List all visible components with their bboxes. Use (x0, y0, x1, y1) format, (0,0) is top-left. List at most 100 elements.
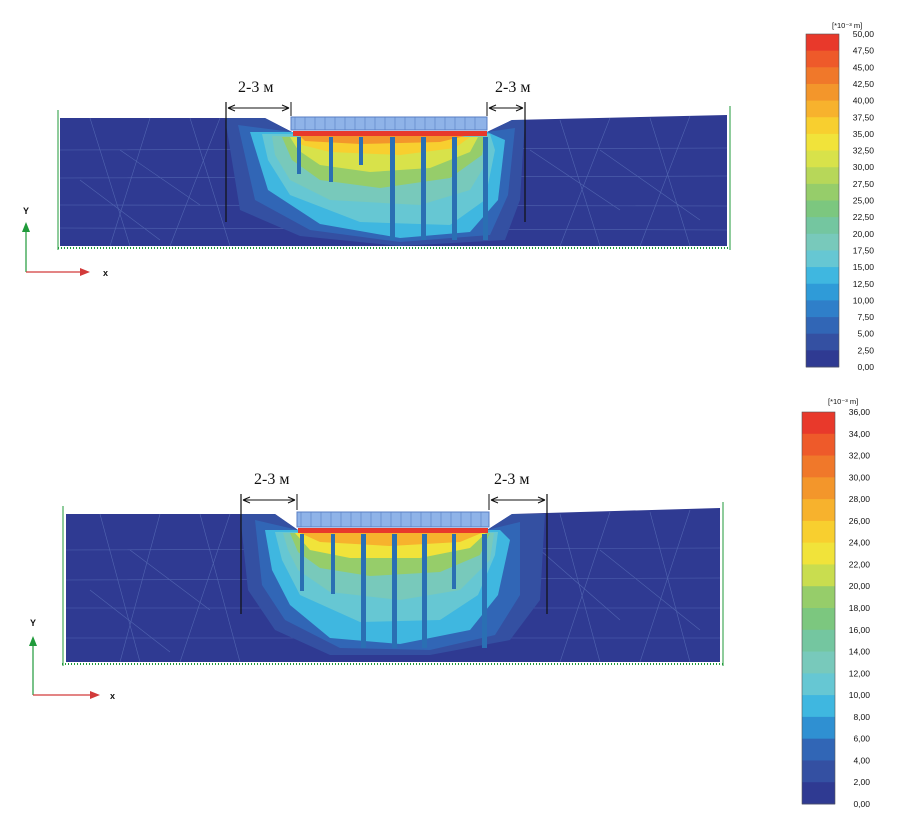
legend-tick-label: 2,00 (853, 777, 870, 787)
legend-tick-label: 32,50 (853, 146, 875, 156)
dimension-lines (225, 102, 526, 222)
legend-swatch (802, 738, 835, 761)
legend-tick-label: 50,00 (853, 29, 875, 39)
slab-hatch (300, 512, 482, 527)
legend-swatch (806, 67, 839, 85)
dimension-right-label: 2-3 м (495, 79, 530, 96)
axis-y-label: Y (23, 206, 29, 216)
legend-swatch (802, 695, 835, 718)
dimension-left-label: 2-3 м (238, 79, 273, 96)
legend-tick-label: 8,00 (853, 712, 870, 722)
legend-tick-label: 35,00 (853, 129, 875, 139)
dimension-left-label: 2-3 м (254, 471, 289, 488)
foundation-slab (290, 116, 488, 131)
legend-unit: [*10⁻³ m] (832, 21, 862, 30)
displacement-diagram-bottom: 2-3 м 2-3 м Y x [*10⁻³ m] 36,00 34,00 32,0… (29, 397, 871, 809)
legend-swatch (806, 333, 839, 351)
legend-unit: [*10⁻³ m] (828, 397, 858, 406)
legend-tick-label: 15,00 (853, 262, 875, 272)
color-legend-bottom: 36,00 34,00 32,00 30,00 28,00 26,00 24,00 22,00… (801, 407, 871, 809)
legend-swatch (806, 50, 839, 68)
legend-swatch (806, 350, 839, 368)
legend-tick-label: 45,00 (853, 62, 875, 72)
legend-tick-label: 7,50 (857, 312, 874, 322)
legend-swatch (806, 117, 839, 135)
legend-swatch (806, 267, 839, 285)
axis-x-label: x (110, 691, 115, 701)
legend-swatch (802, 520, 835, 544)
legend-swatch (806, 100, 839, 118)
legend-swatch (806, 317, 839, 335)
legend-swatch (802, 673, 835, 696)
axis-y-label: Y (30, 618, 36, 628)
legend-swatch (802, 629, 835, 652)
legend-swatch (806, 34, 839, 52)
legend-tick-label: 4,00 (853, 755, 870, 765)
legend-swatch (802, 782, 835, 805)
legend-tick-label: 0,00 (857, 362, 874, 372)
legend-swatch (806, 167, 839, 185)
legend-swatch (806, 217, 839, 235)
legend-swatch (806, 183, 839, 201)
legend-tick-label: 2,50 (857, 345, 874, 355)
legend-swatch (806, 200, 839, 218)
legend-tick-label: 14,00 (849, 647, 871, 657)
legend-tick-label: 22,50 (853, 212, 875, 222)
legend-swatch (806, 150, 839, 168)
legend-swatch (802, 412, 835, 435)
legend-tick-label: 20,00 (849, 581, 871, 591)
panel-top: 2-3 м 2-3 м Y x [*10⁻³ m] 50,00 47,50 45,0… (0, 0, 900, 390)
legend-tick-label: 32,00 (849, 451, 871, 461)
dimension-right-label: 2-3 м (494, 471, 529, 488)
legend-tick-label: 24,00 (849, 538, 871, 548)
legend-swatch (802, 564, 835, 587)
panel-bottom: 2-3 м 2-3 м Y x [*10⁻³ m] 36,00 34,00 32,0… (0, 390, 900, 817)
legend-tick-label: 47,50 (853, 46, 875, 56)
legend-swatch (802, 608, 835, 631)
legend-tick-label: 18,00 (849, 603, 871, 613)
axis-triad (22, 222, 90, 276)
legend-swatch (802, 455, 835, 478)
piles (300, 534, 487, 648)
legend-tick-label: 20,00 (853, 229, 875, 239)
legend-tick-label: 30,00 (853, 162, 875, 172)
legend-tick-label: 12,50 (853, 279, 875, 289)
legend-tick-label: 22,00 (849, 559, 871, 569)
legend-swatch (802, 651, 835, 674)
axis-triad (29, 636, 100, 699)
legend-border (805, 33, 840, 368)
legend-tick-label: 25,00 (853, 196, 875, 206)
legend-tick-label: 16,00 (849, 625, 871, 635)
foundation-slab (296, 511, 490, 528)
legend-tick-label: 12,00 (849, 668, 871, 678)
legend-border (801, 411, 836, 805)
axis-x-label: x (103, 268, 108, 278)
legend-swatch (806, 83, 839, 101)
legend-swatch (802, 477, 835, 500)
legend-swatch (806, 283, 839, 301)
legend-tick-label: 37,50 (853, 112, 875, 122)
legend-tick-label: 5,00 (857, 329, 874, 339)
legend-tick-label: 28,00 (849, 494, 871, 504)
displacement-diagram-top: 2-3 м 2-3 м Y x [*10⁻³ m] 50,00 47,50 45,0… (22, 21, 875, 372)
legend-tick-label: 30,00 (849, 472, 871, 482)
color-legend-top: 50,00 47,50 45,00 42,50 40,00 37,50 35,00 32,50… (805, 29, 875, 372)
piles (297, 137, 488, 240)
legend-swatch (802, 542, 835, 565)
legend-tick-label: 27,50 (853, 179, 875, 189)
legend-swatch (802, 716, 835, 740)
legend-swatch (806, 133, 839, 151)
legend-tick-label: 10,00 (853, 295, 875, 305)
legend-tick-label: 34,00 (849, 429, 871, 439)
legend-tick-label: 6,00 (853, 734, 870, 744)
legend-swatch (806, 300, 839, 318)
legend-swatch (806, 233, 839, 251)
slab-hatch (294, 117, 476, 130)
legend-swatch (806, 250, 839, 268)
legend-swatch (802, 433, 835, 456)
legend-swatch (802, 760, 835, 783)
legend-tick-label: 36,00 (849, 407, 871, 417)
legend-tick-label: 10,00 (849, 690, 871, 700)
legend-tick-label: 0,00 (853, 799, 870, 809)
legend-swatch (802, 586, 835, 609)
